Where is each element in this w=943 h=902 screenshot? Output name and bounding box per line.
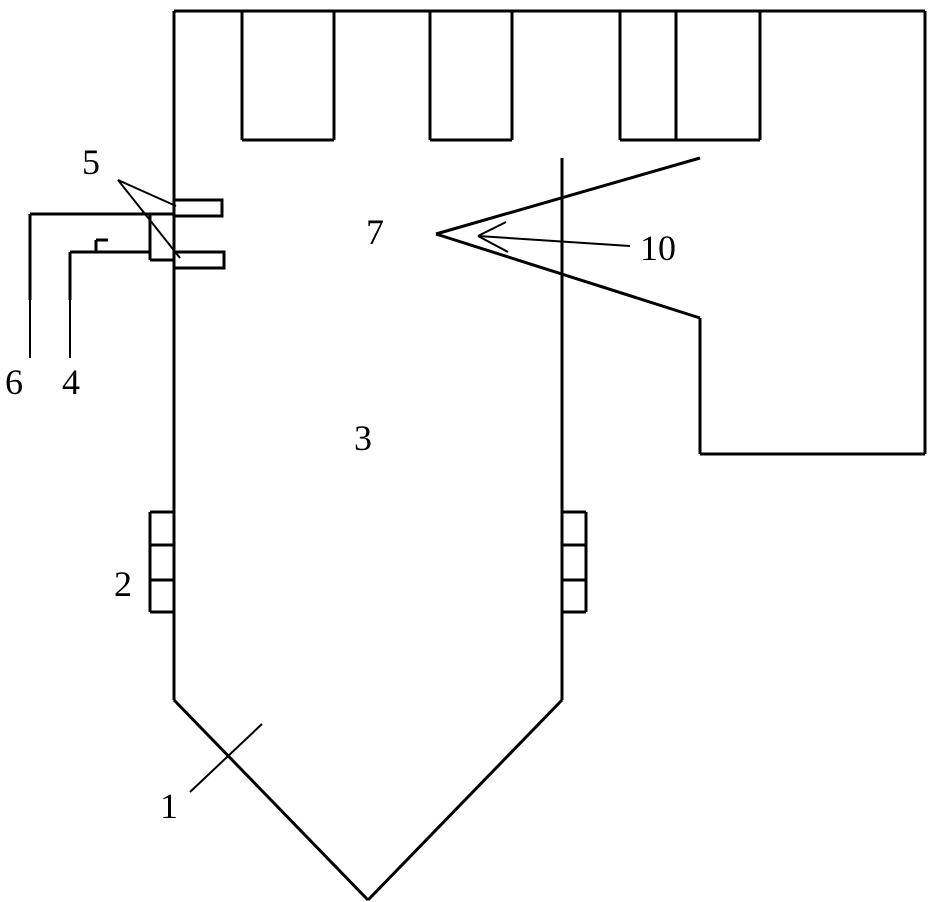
label-1: 1 (160, 786, 178, 826)
label-4: 4 (62, 362, 80, 402)
label-3: 3 (354, 418, 372, 458)
diagram-canvas: 1 2 3 4 5 6 7 10 (0, 0, 943, 902)
label-6: 6 (5, 362, 23, 402)
label-7: 7 (366, 212, 384, 252)
label-10: 10 (640, 228, 676, 268)
label-2: 2 (114, 564, 132, 604)
label-5: 5 (82, 142, 100, 182)
